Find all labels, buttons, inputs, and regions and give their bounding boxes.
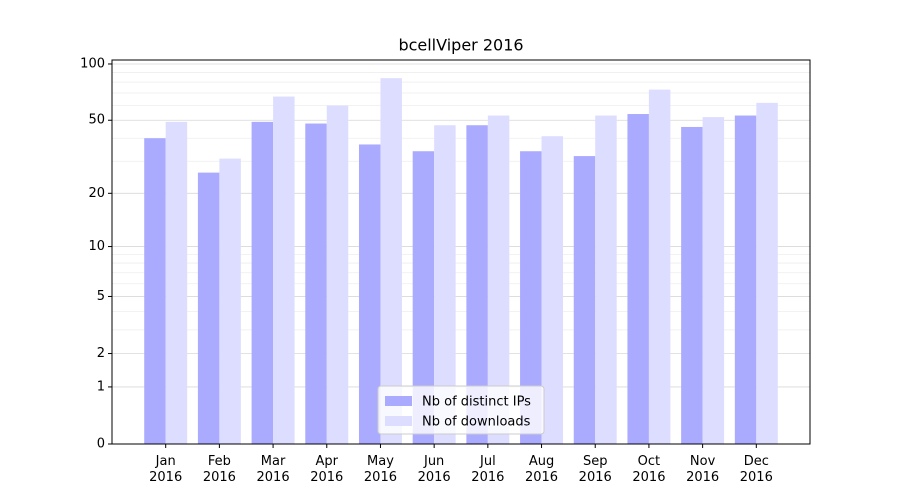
x-tick-label: Apr 2016 <box>310 454 343 485</box>
bar <box>305 123 327 445</box>
bar <box>595 115 617 444</box>
x-tick-label: Jun 2016 <box>418 454 451 485</box>
x-tick-label: May 2016 <box>364 454 397 485</box>
bar <box>627 114 649 444</box>
x-tick-label: Aug 2016 <box>525 454 558 485</box>
bar <box>380 78 402 444</box>
bar <box>756 102 778 444</box>
y-tick-label: 20 <box>88 186 105 201</box>
y-tick-label: 10 <box>88 239 105 254</box>
legend-frame <box>377 385 545 435</box>
legend-swatch <box>385 416 412 426</box>
bar <box>273 96 295 444</box>
plot-frame <box>111 59 811 445</box>
legend: Nb of distinct IPs Nb of downloads <box>377 385 545 435</box>
x-tick-label: Sep 2016 <box>579 454 612 485</box>
bar <box>144 138 166 444</box>
bar <box>681 126 703 444</box>
x-tick-label: Jul 2016 <box>471 454 504 485</box>
x-tick-label: Oct 2016 <box>632 454 665 485</box>
x-tick-label: Mar 2016 <box>257 454 290 485</box>
legend-swatch <box>385 396 412 406</box>
bar <box>197 172 220 445</box>
y-tick-label: 50 <box>88 113 105 128</box>
legend-label: Nb of downloads <box>422 415 531 430</box>
x-tick-label: Dec 2016 <box>740 454 773 485</box>
bar <box>487 115 510 444</box>
y-tick-label: 2 <box>97 346 105 361</box>
chart-title: bcellViper 2016 <box>398 36 523 55</box>
bar <box>358 144 381 444</box>
bar <box>541 136 564 444</box>
bar <box>702 117 725 444</box>
bar <box>219 158 241 444</box>
y-tick-label: 0 <box>97 437 105 452</box>
x-tick-label: Jan 2016 <box>149 454 182 485</box>
bar <box>573 156 596 444</box>
bar <box>412 151 435 444</box>
bar <box>326 105 349 444</box>
bar <box>734 115 757 444</box>
x-tick-label: Nov 2016 <box>686 454 719 485</box>
y-tick-label: 100 <box>80 56 105 71</box>
x-tick-label: Feb 2016 <box>203 454 236 485</box>
y-tick-label: 5 <box>97 289 105 304</box>
bar <box>434 125 456 445</box>
bar <box>251 121 274 445</box>
y-tick-label: 1 <box>97 379 105 394</box>
legend-label: Nb of distinct IPs <box>422 395 531 410</box>
bar <box>165 121 188 445</box>
bar <box>520 151 542 444</box>
bar <box>466 125 488 445</box>
bar <box>648 89 671 445</box>
